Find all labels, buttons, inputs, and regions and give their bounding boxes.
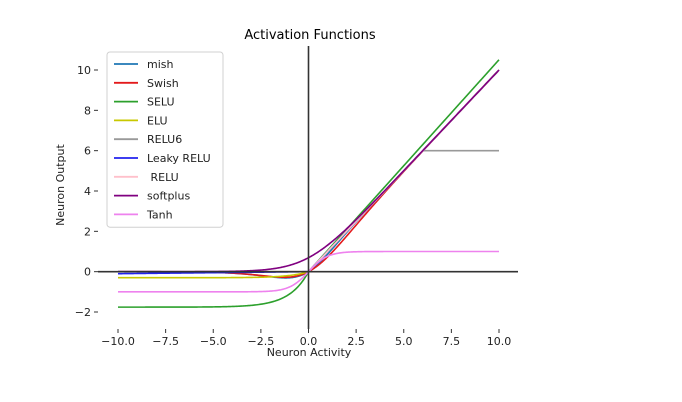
ticks: −10.0 −7.5 −5.0 −2.5 0.0 2.5 5.0 7.5 10.0 −2 0 2 4 6 8… xyxy=(75,64,511,348)
legend-entry: RELU xyxy=(147,171,179,184)
x-tick-label: 10.0 xyxy=(487,335,512,348)
x-tick-label: 0.0 xyxy=(300,335,318,348)
x-tick-label: 7.5 xyxy=(443,335,461,348)
x-tick-label: −5.0 xyxy=(200,335,227,348)
y-tick-label: 0 xyxy=(84,266,91,279)
y-tick-label: 2 xyxy=(84,225,91,238)
legend: mish Swish SELU ELU RELU6 Leaky RELU RELU soft… xyxy=(106,51,224,228)
y-axis-label: Neuron Output xyxy=(54,143,67,225)
chart-title: Activation Functions xyxy=(244,28,376,43)
legend-entry: mish xyxy=(147,58,174,71)
y-tick-label: −2 xyxy=(75,306,91,319)
legend-entry: RELU6 xyxy=(147,133,182,146)
x-tick-label: 2.5 xyxy=(347,335,365,348)
legend-box xyxy=(106,51,224,228)
x-tick-label: −7.5 xyxy=(152,335,179,348)
legend-entry: ELU xyxy=(147,114,168,127)
x-tick-label: 5.0 xyxy=(395,335,413,348)
legend-entry: Tanh xyxy=(146,208,173,221)
x-tick-label: −2.5 xyxy=(248,335,275,348)
y-tick-label: 10 xyxy=(77,64,91,77)
y-tick-label: 4 xyxy=(84,185,91,198)
legend-entry: Swish xyxy=(147,77,179,90)
x-tick-label: −10.0 xyxy=(101,335,135,348)
y-tick-label: 8 xyxy=(84,104,91,117)
y-tick-label: 6 xyxy=(84,145,91,158)
x-axis-label: Neuron Activity xyxy=(267,346,352,359)
legend-entry: Leaky RELU xyxy=(147,152,211,165)
legend-entry: softplus xyxy=(147,190,190,203)
legend-entry: SELU xyxy=(147,96,175,109)
axes xyxy=(98,46,518,329)
